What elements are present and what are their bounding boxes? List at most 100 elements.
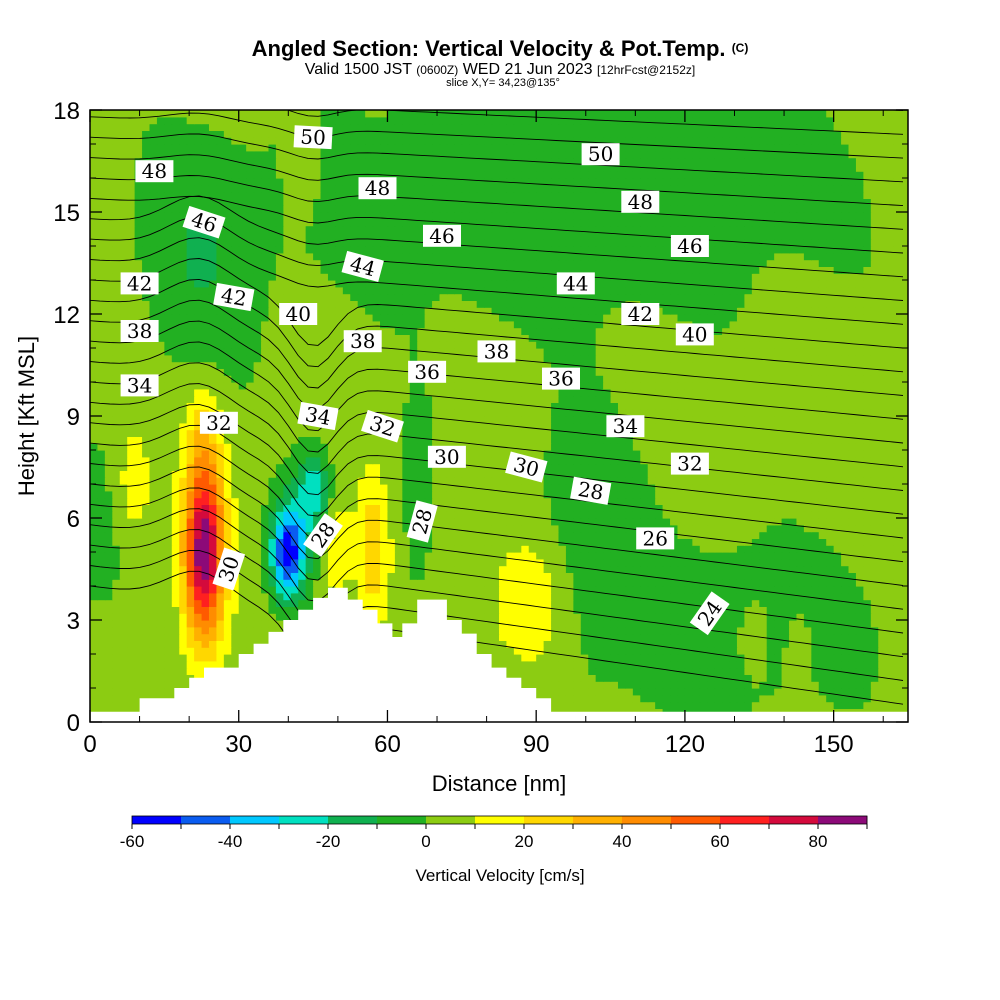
velocity-cell [625, 490, 634, 499]
velocity-cell [595, 613, 604, 621]
velocity-cell [216, 640, 225, 648]
velocity-cell [714, 674, 723, 682]
velocity-cell [536, 511, 545, 519]
velocity-cell [394, 490, 403, 499]
velocity-cell [201, 538, 210, 546]
velocity-cell [885, 484, 894, 492]
velocity-cell [171, 558, 180, 567]
velocity-cell [484, 490, 493, 499]
velocity-cell [365, 497, 374, 505]
velocity-cell [134, 511, 143, 519]
velocity-cell [833, 701, 842, 709]
velocity-cell [670, 633, 679, 641]
velocity-cell [476, 463, 485, 471]
velocity-cell [692, 592, 701, 601]
velocity-cell [707, 470, 716, 478]
velocity-cell [231, 490, 240, 499]
velocity-cell [699, 647, 708, 655]
velocity-cell [402, 613, 411, 621]
velocity-cell [149, 545, 158, 553]
velocity-cell [387, 504, 396, 512]
velocity-cell [655, 586, 664, 594]
velocity-cell [283, 586, 292, 594]
velocity-cell [551, 545, 560, 553]
velocity-cell [551, 470, 560, 478]
velocity-cell [261, 572, 270, 580]
velocity-cell [104, 558, 113, 567]
velocity-cell [580, 620, 589, 628]
velocity-cell [573, 463, 582, 471]
velocity-cell [692, 599, 701, 607]
velocity-cell [714, 470, 723, 478]
velocity-cell [506, 477, 515, 485]
velocity-cell [595, 518, 604, 526]
velocity-cell [156, 660, 165, 669]
velocity-cell [558, 497, 567, 505]
velocity-cell [513, 640, 522, 648]
velocity-cell [97, 552, 106, 560]
velocity-cell [900, 701, 908, 709]
velocity-cell [119, 626, 128, 635]
velocity-cell [573, 436, 582, 444]
velocity-cell [766, 443, 775, 451]
velocity-cell [506, 518, 515, 526]
velocity-cell [156, 654, 165, 662]
velocity-cell [558, 552, 567, 560]
velocity-cell [142, 497, 151, 505]
velocity-cell [394, 524, 403, 533]
velocity-cell [900, 647, 908, 655]
velocity-cell [142, 450, 151, 458]
velocity-cell [707, 667, 716, 675]
velocity-cell [164, 545, 173, 553]
velocity-cell [848, 565, 857, 573]
velocity-cell [335, 477, 344, 485]
velocity-cell [774, 538, 783, 546]
velocity-cell [722, 456, 731, 465]
velocity-cell [313, 429, 322, 437]
velocity-cell [774, 545, 783, 553]
velocity-cell [580, 565, 589, 573]
velocity-cell [625, 565, 634, 573]
velocity-cell [142, 409, 151, 417]
velocity-cell [714, 565, 723, 573]
velocity-cell [870, 545, 879, 553]
velocity-cell [513, 592, 522, 601]
velocity-cell [759, 565, 768, 573]
velocity-cell [97, 613, 106, 621]
velocity-cell [446, 504, 455, 512]
velocity-cell [432, 586, 441, 594]
velocity-cell [632, 572, 641, 580]
velocity-cell [432, 497, 441, 505]
velocity-cell [759, 429, 768, 437]
velocity-cell [870, 477, 879, 485]
velocity-cell [417, 497, 426, 505]
velocity-cell [506, 592, 515, 601]
velocity-cell [543, 660, 552, 669]
velocity-cell [290, 524, 299, 533]
velocity-cell [736, 688, 745, 696]
velocity-cell [127, 504, 136, 512]
velocity-cell [201, 606, 210, 614]
velocity-cell [491, 443, 500, 451]
velocity-cell [469, 565, 478, 573]
velocity-cell [803, 613, 812, 621]
velocity-cell [722, 633, 731, 641]
velocity-cell [484, 436, 493, 444]
velocity-cell [766, 592, 775, 601]
velocity-cell [216, 531, 225, 539]
velocity-cell [446, 586, 455, 594]
velocity-cell [97, 633, 106, 641]
velocity-cell [848, 688, 857, 696]
velocity-cell [454, 558, 463, 567]
velocity-cell [543, 422, 552, 431]
velocity-cell [796, 429, 805, 437]
velocity-cell [625, 626, 634, 635]
velocity-cell [201, 443, 210, 451]
velocity-cell [513, 633, 522, 641]
velocity-cell [394, 620, 403, 628]
velocity-cell [342, 450, 351, 458]
velocity-cell [201, 477, 210, 485]
velocity-cell [632, 674, 641, 682]
velocity-cell [796, 660, 805, 669]
velocity-cell [380, 504, 389, 512]
